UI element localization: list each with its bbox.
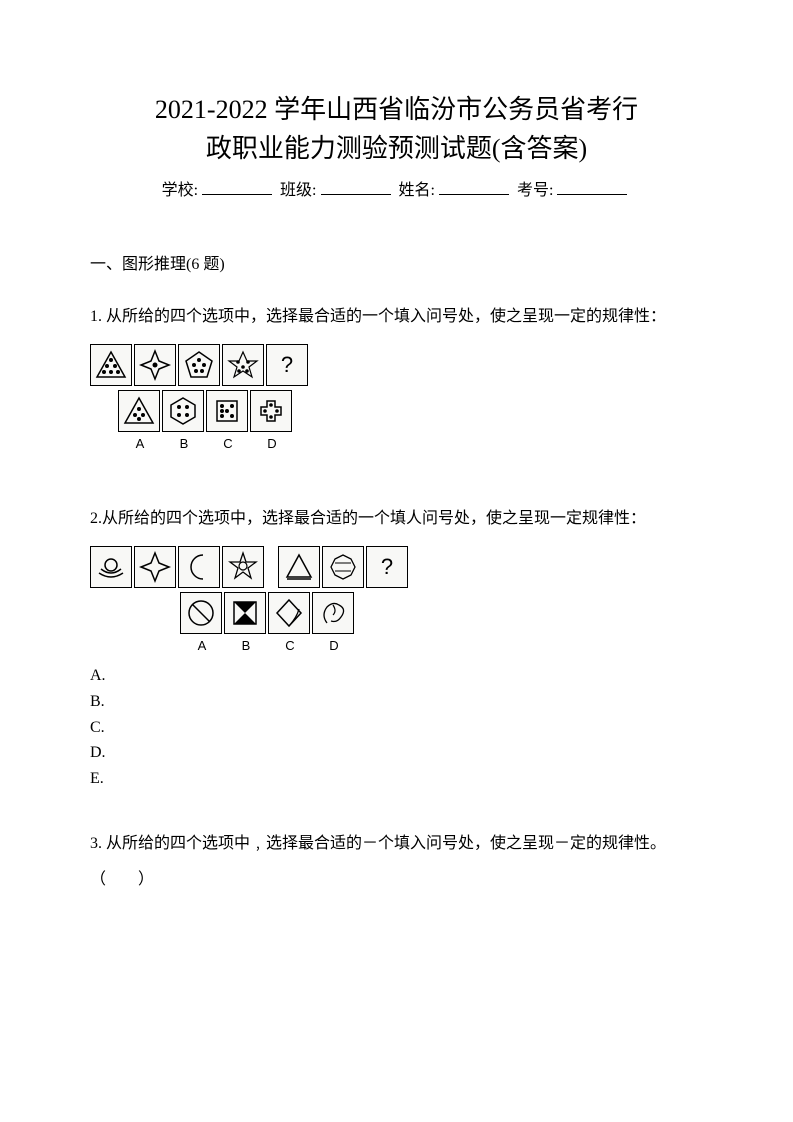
- title-line-1: 2021-2022 学年山西省临汾市公务员省考行: [90, 90, 703, 129]
- title-line-2: 政职业能力测验预测试题(含答案): [90, 129, 703, 168]
- q2-cell-1: [90, 546, 132, 588]
- q2-labels: A B C D: [180, 638, 703, 653]
- q2-opt-a-label: A.: [90, 663, 703, 689]
- question-1-figure: ? A B C D: [90, 344, 703, 451]
- question-3-text: 3. 从所给的四个选项中﹐选择最合适的－个填入问号处，使之呈现－定的规律性。（ …: [90, 826, 703, 896]
- q2-label-c: C: [268, 638, 312, 653]
- q2-opt-b-label: B.: [90, 689, 703, 715]
- q1-cell-1: [90, 344, 132, 386]
- name-label: 姓名:: [399, 182, 435, 199]
- q1-labels: A B C D: [118, 436, 703, 451]
- q2-opt-d: [312, 592, 354, 634]
- q2-row1: ?: [90, 546, 703, 588]
- q1-opt-b: [162, 390, 204, 432]
- q2-cell-4: [222, 546, 264, 588]
- qmark-icon: ?: [381, 554, 393, 580]
- question-2-text: 2.从所给的四个选项中，选择最合适的一个填人问号处，使之呈现一定规律性：: [90, 501, 703, 536]
- q1-label-d: D: [250, 436, 294, 451]
- q2-cell-2: [134, 546, 176, 588]
- q2-opt-c: [268, 592, 310, 634]
- q1-row2: [118, 390, 703, 432]
- q2-label-b: B: [224, 638, 268, 653]
- q1-opt-d: [250, 390, 292, 432]
- q2-label-d: D: [312, 638, 356, 653]
- school-blank: [202, 179, 272, 195]
- examno-blank: [557, 179, 627, 195]
- q1-label-c: C: [206, 436, 250, 451]
- q2-opt-d-label: D.: [90, 740, 703, 766]
- q2-cell-5: [278, 546, 320, 588]
- q2-opt-e-label: E.: [90, 766, 703, 792]
- section-1-header: 一、图形推理(6 题): [90, 250, 703, 274]
- q1-cell-3: [178, 344, 220, 386]
- question-1-text: 1. 从所给的四个选项中，选择最合适的一个填入问号处，使之呈现一定的规律性：: [90, 299, 703, 334]
- q1-label-a: A: [118, 436, 162, 451]
- q1-opt-a: [118, 390, 160, 432]
- question-2-figure: ? A B C D: [90, 546, 703, 653]
- q1-opt-c: [206, 390, 248, 432]
- q1-cell-4: [222, 344, 264, 386]
- q1-cell-5: ?: [266, 344, 308, 386]
- school-label: 学校:: [162, 182, 198, 199]
- info-line: 学校: 班级: 姓名: 考号:: [90, 176, 703, 200]
- examno-label: 考号:: [517, 182, 553, 199]
- q2-row2: [180, 592, 703, 634]
- q2-cell-3: [178, 546, 220, 588]
- class-label: 班级:: [280, 182, 316, 199]
- q2-opt-b: [224, 592, 266, 634]
- q1-label-b: B: [162, 436, 206, 451]
- q2-cell-7: ?: [366, 546, 408, 588]
- q1-row1: ?: [90, 344, 703, 386]
- q2-opt-a: [180, 592, 222, 634]
- q2-opt-c-label: C.: [90, 715, 703, 741]
- class-blank: [321, 179, 391, 195]
- name-blank: [439, 179, 509, 195]
- q2-answer-options: A. B. C. D. E.: [90, 663, 703, 791]
- q2-label-a: A: [180, 638, 224, 653]
- qmark-icon: ?: [281, 352, 293, 378]
- q2-cell-6: [322, 546, 364, 588]
- q1-cell-2: [134, 344, 176, 386]
- page-title: 2021-2022 学年山西省临汾市公务员省考行 政职业能力测验预测试题(含答案…: [90, 90, 703, 168]
